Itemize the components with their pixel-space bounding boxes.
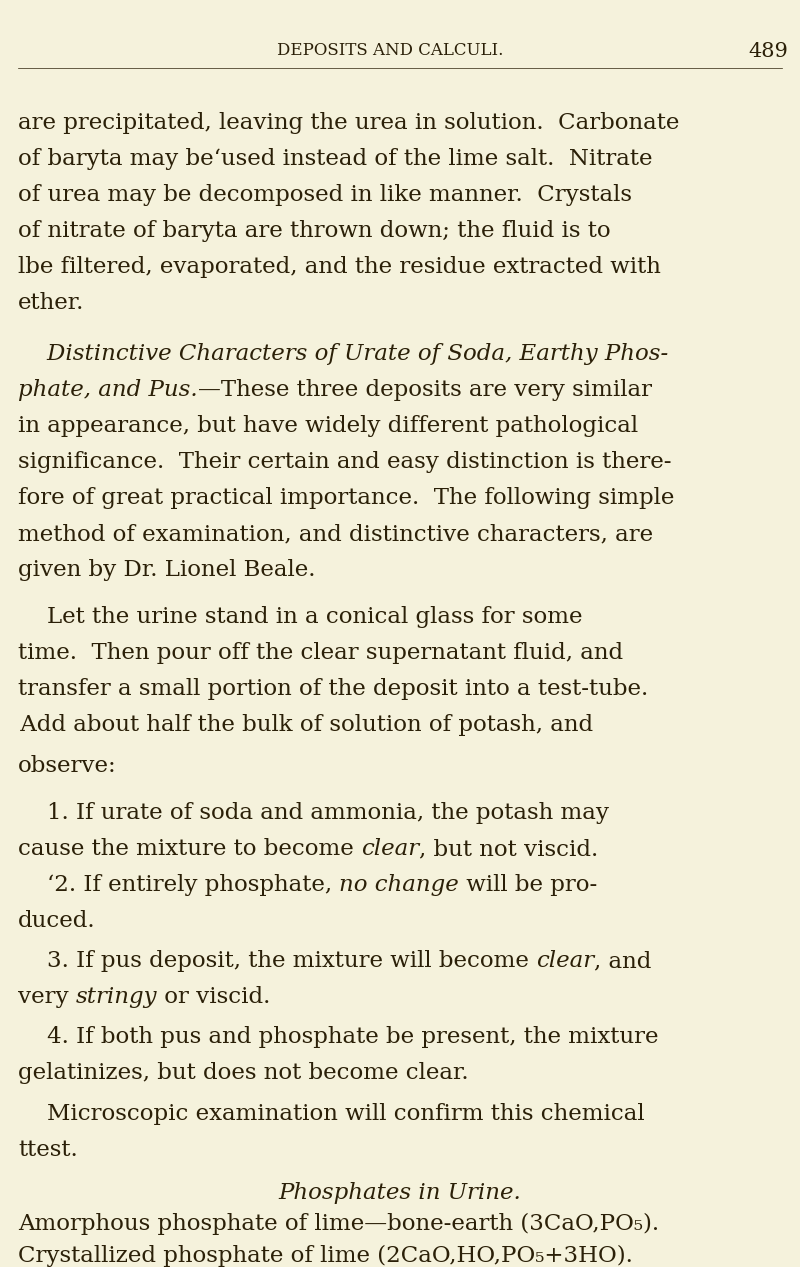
Text: —These three deposits are very similar: —These three deposits are very similar	[198, 379, 652, 400]
Text: ttest.: ttest.	[18, 1139, 78, 1161]
Text: will be pro-: will be pro-	[459, 874, 598, 896]
Text: no change: no change	[339, 874, 459, 896]
Text: fore of great practical importance.  The following simple: fore of great practical importance. The …	[18, 487, 674, 509]
Text: observe:: observe:	[18, 755, 117, 777]
Text: of nitrate of baryta are thrown down; the fluid is to: of nitrate of baryta are thrown down; th…	[18, 220, 610, 242]
Text: Add about half the bulk of solution of potash, and: Add about half the bulk of solution of p…	[18, 715, 593, 736]
Text: DEPOSITS AND CALCULI.: DEPOSITS AND CALCULI.	[277, 42, 503, 60]
Text: gelatinizes, but does not become clear.: gelatinizes, but does not become clear.	[18, 1062, 469, 1085]
Text: or viscid.: or viscid.	[158, 986, 270, 1009]
Text: 489: 489	[748, 42, 788, 61]
Text: Distinctive Characters of Urate of Soda, Earthy Phos-: Distinctive Characters of Urate of Soda,…	[18, 343, 668, 365]
Text: very: very	[18, 986, 76, 1009]
Text: Microscopic examination will confirm this chemical: Microscopic examination will confirm thi…	[18, 1104, 645, 1125]
Text: stringy: stringy	[76, 986, 158, 1009]
Text: ether.: ether.	[18, 291, 84, 314]
Text: of urea may be decomposed in like manner.  Crystals: of urea may be decomposed in like manner…	[18, 184, 632, 207]
Text: ‘2. If entirely phosphate,: ‘2. If entirely phosphate,	[18, 874, 339, 896]
Text: clear: clear	[361, 837, 419, 860]
Text: , and: , and	[594, 950, 652, 972]
Text: duced.: duced.	[18, 910, 96, 933]
Text: time.  Then pour off the clear supernatant fluid, and: time. Then pour off the clear supernatan…	[18, 642, 623, 664]
Text: lbe filtered, evaporated, and the residue extracted with: lbe filtered, evaporated, and the residu…	[18, 256, 661, 277]
Text: transfer a small portion of the deposit into a test-tube.: transfer a small portion of the deposit …	[18, 678, 648, 699]
Text: clear: clear	[536, 950, 594, 972]
Text: , but not viscid.: , but not viscid.	[419, 837, 598, 860]
Text: phate, and Pus.: phate, and Pus.	[18, 379, 198, 400]
Text: in appearance, but have widely different pathological: in appearance, but have widely different…	[18, 416, 638, 437]
Text: are precipitated, leaving the urea in solution.  Carbonate: are precipitated, leaving the urea in so…	[18, 111, 679, 134]
Text: 1. If urate of soda and ammonia, the potash may: 1. If urate of soda and ammonia, the pot…	[18, 802, 609, 824]
Text: method of examination, and distinctive characters, are: method of examination, and distinctive c…	[18, 523, 653, 545]
Text: 3. If pus deposit, the mixture will become: 3. If pus deposit, the mixture will beco…	[18, 950, 536, 972]
Text: cause the mixture to become: cause the mixture to become	[18, 837, 361, 860]
Text: Let the urine stand in a conical glass for some: Let the urine stand in a conical glass f…	[18, 606, 582, 628]
Text: Amorphous phosphate of lime—bone-earth (3CaO,PO₅).: Amorphous phosphate of lime—bone-earth (…	[18, 1213, 659, 1235]
Text: 4. If both pus and phosphate be present, the mixture: 4. If both pus and phosphate be present,…	[18, 1026, 658, 1048]
Text: of baryta may be‘used instead of the lime salt.  Nitrate: of baryta may be‘used instead of the lim…	[18, 148, 653, 170]
Text: given by Dr. Lionel Beale.: given by Dr. Lionel Beale.	[18, 559, 315, 582]
Text: Phosphates in Urine.: Phosphates in Urine.	[278, 1182, 522, 1204]
Text: Crystallized phosphate of lime (2CaO,HO,PO₅+3HO).: Crystallized phosphate of lime (2CaO,HO,…	[18, 1245, 633, 1267]
Text: significance.  Their certain and easy distinction is there-: significance. Their certain and easy dis…	[18, 451, 671, 473]
